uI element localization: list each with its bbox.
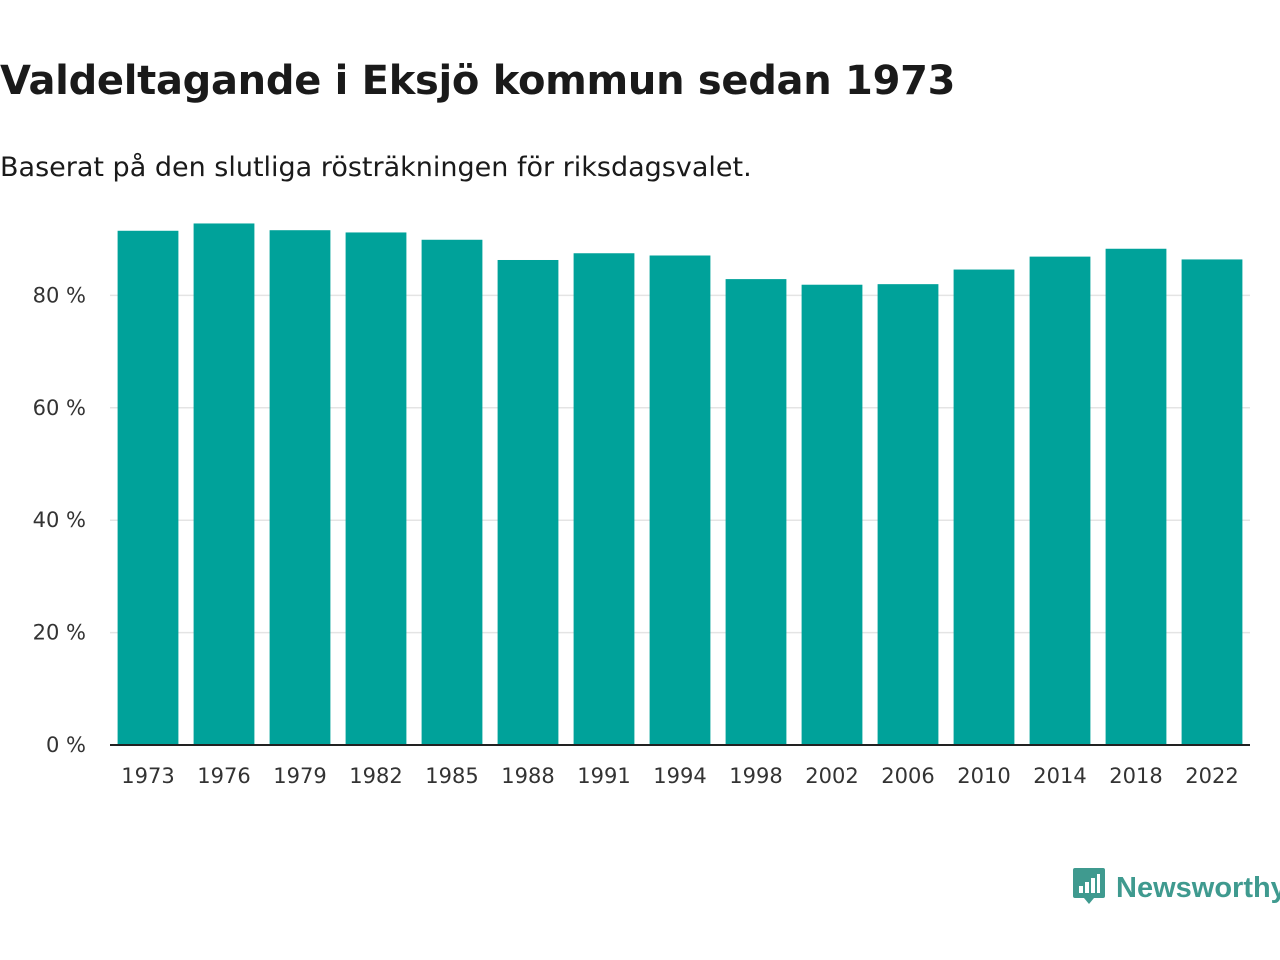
x-axis-tick-labels: 1973 1976 1979 1982 1985 1988 1991 1994 1998 2002… [121, 764, 1238, 788]
x-tick-label: 1998 [729, 764, 782, 788]
bar-1976 [193, 223, 255, 746]
bar-2014 [1029, 256, 1091, 745]
x-tick-label: 1982 [349, 764, 402, 788]
bar-1994 [649, 255, 711, 746]
x-tick-label: 1991 [577, 764, 630, 788]
bar-1991 [573, 253, 635, 745]
x-tick-label: 2018 [1109, 764, 1162, 788]
y-tick-label: 80 % [33, 283, 86, 307]
y-axis-tick-labels: 0 % 20 % 40 % 60 % 80 % [33, 283, 86, 757]
bar-1998 [725, 279, 787, 745]
y-tick-label: 20 % [33, 621, 86, 645]
bar-1979 [269, 230, 331, 745]
y-tick-label: 40 % [33, 508, 86, 532]
x-tick-label: 1979 [273, 764, 326, 788]
x-tick-label: 1973 [121, 764, 174, 788]
bar-2010 [953, 269, 1015, 745]
y-tick-label: 60 % [33, 396, 86, 420]
x-tick-label: 1994 [653, 764, 706, 788]
x-tick-label: 1976 [197, 764, 250, 788]
newsworthy-logo: Newsworthy [1072, 866, 1280, 910]
y-tick-label: 0 % [46, 733, 86, 757]
bars [117, 223, 1243, 746]
bar-2022 [1181, 259, 1243, 745]
chart-title: Valdeltagande i Eksjö kommun sedan 1973 [0, 58, 956, 104]
bar-2018 [1105, 248, 1167, 745]
x-tick-label: 2022 [1185, 764, 1238, 788]
bar-1988 [497, 259, 559, 745]
bar-1982 [345, 232, 407, 745]
x-tick-label: 2002 [805, 764, 858, 788]
chart-subtitle: Baserat på den slutliga rösträkningen fö… [0, 152, 752, 183]
x-tick-label: 2014 [1033, 764, 1086, 788]
brand-name: Newsworthy [1116, 871, 1280, 904]
bar-1973 [117, 230, 179, 745]
bar-1985 [421, 239, 483, 745]
bar-chart-speech-icon [1072, 866, 1106, 910]
x-tick-label: 1985 [425, 764, 478, 788]
bar-2002 [801, 284, 863, 745]
bar-2006 [877, 284, 939, 745]
x-tick-label: 2010 [957, 764, 1010, 788]
x-tick-label: 1988 [501, 764, 554, 788]
x-tick-label: 2006 [881, 764, 934, 788]
